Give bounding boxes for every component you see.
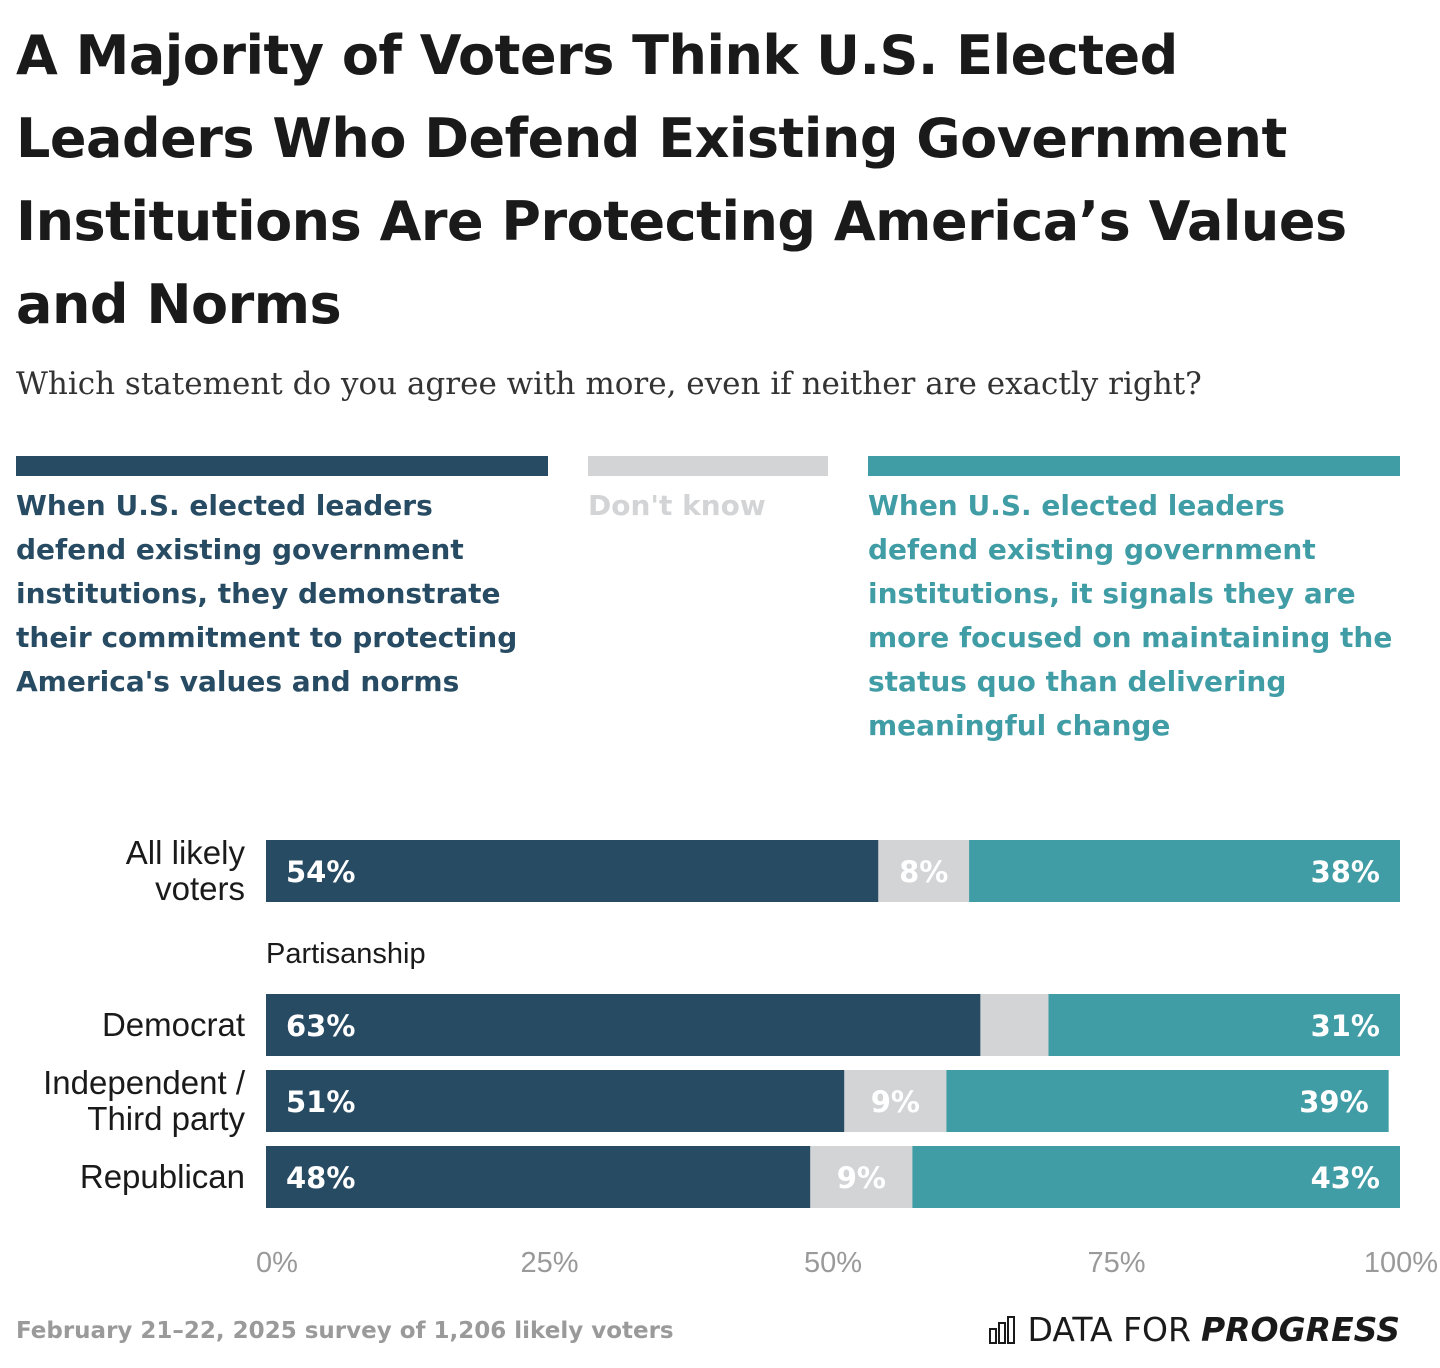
legend-swatch-dont-know [588,456,828,476]
x-tick-label: 100% [1364,1247,1438,1279]
brand-logo: DATA FOR PROGRESS [988,1310,1400,1349]
brand-name-regular: DATA FOR [1027,1310,1191,1349]
x-tick-label: 50% [804,1247,862,1279]
legend-item-status-quo: When U.S. elected leaders defend existin… [868,456,1400,748]
legend-label-status-quo: When U.S. elected leaders defend existin… [868,489,1393,742]
row-label: Democrat [102,1006,245,1043]
bar-segment [844,1070,947,1132]
group-heading: Partisanship [266,938,426,970]
x-tick-label: 75% [1087,1247,1145,1279]
legend-item-protecting: When U.S. elected leaders defend existin… [16,456,548,704]
data-label: 51% [286,1085,355,1119]
data-label: 9% [837,1161,886,1195]
bar-segment [969,840,1400,902]
bar-segment [1048,994,1400,1056]
chart-subtitle: Which statement do you agree with more, … [16,366,1202,402]
x-tick-label: 0% [256,1247,298,1279]
bar-segment [980,994,1049,1056]
data-label: 43% [1311,1161,1380,1195]
legend-swatch-status-quo [868,456,1400,476]
row-label: All likely [126,834,246,871]
bar-segment [946,1070,1389,1132]
brand-name-bold: PROGRESS [1200,1310,1400,1349]
x-tick-label: 25% [520,1247,578,1279]
bar-segment [810,1146,913,1208]
bar-segment [266,1146,811,1208]
data-label: 8% [899,855,948,889]
bar-chart-logo-icon [988,1315,1015,1344]
bar-segment [912,1146,1400,1208]
data-label: 54% [286,855,355,889]
data-label: 63% [286,1009,355,1043]
data-label: 9% [871,1085,920,1119]
bar-segment [266,1070,845,1132]
bar-segment [878,840,970,902]
bar-segment [266,994,981,1056]
row-label: Republican [80,1158,245,1195]
row-label: voters [155,870,245,907]
legend-swatch-protecting [16,456,548,476]
data-label: 39% [1299,1085,1368,1119]
row-label: Third party [87,1100,245,1137]
row-label: Independent / [43,1064,246,1101]
legend-label-dont-know: Don't know [588,489,766,522]
bar-segment [266,840,879,902]
chart-title: A Majority of Voters Think U.S. Elected … [16,24,1347,336]
data-label: 38% [1311,855,1380,889]
legend-item-dont-know: Don't know [588,456,828,528]
survey-note: February 21–22, 2025 survey of 1,206 lik… [16,1318,674,1344]
legend-label-protecting: When U.S. elected leaders defend existin… [16,489,518,698]
data-label: 31% [1311,1009,1380,1043]
data-label: 48% [286,1161,355,1195]
